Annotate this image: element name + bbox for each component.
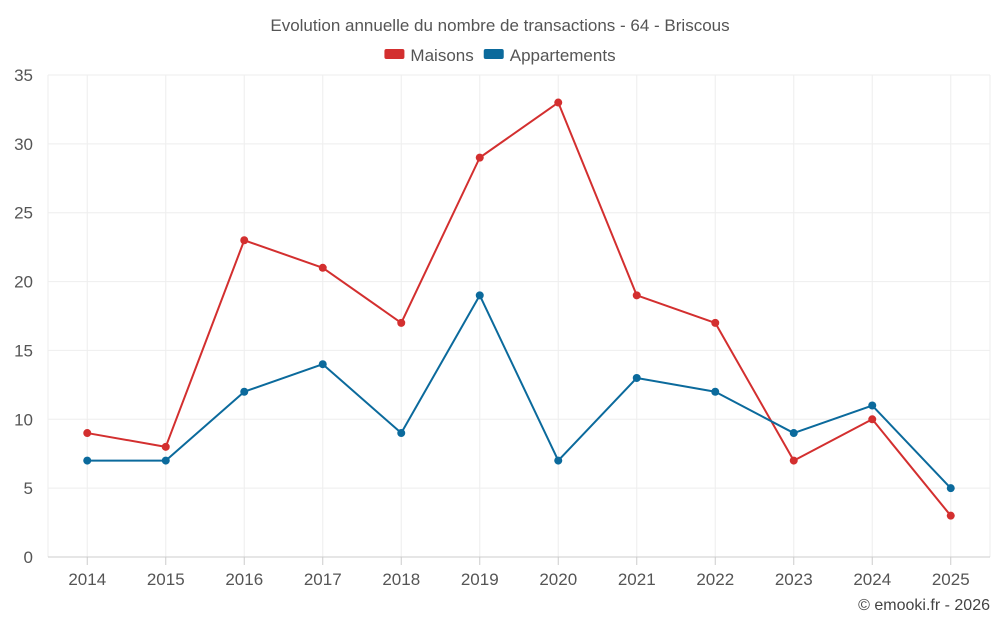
y-tick-label: 35 (14, 66, 33, 85)
y-tick-label: 25 (14, 204, 33, 223)
legend-swatch (384, 49, 405, 59)
x-axis: 2014 2015 2016 2017 2018 2019 2020 2021 2022 2023… (48, 556, 990, 589)
series-layer (83, 98, 955, 520)
data-point-maisons[interactable] (711, 318, 720, 327)
data-point-maisons[interactable] (946, 511, 955, 520)
data-point-appartements[interactable] (711, 387, 720, 396)
series-line-maisons[interactable] (87, 101, 952, 517)
data-point-maisons[interactable] (83, 429, 92, 438)
y-tick-label: 15 (14, 341, 33, 360)
legend-swatch (483, 49, 504, 59)
y-tick-label: 10 (14, 410, 33, 429)
x-tick-label: 2015 (147, 570, 185, 589)
x-tick-label: 2025 (932, 570, 970, 589)
grid-lines (47, 74, 991, 557)
data-point-appartements[interactable] (318, 360, 327, 369)
data-point-maisons[interactable] (789, 456, 798, 465)
data-point-appartements[interactable] (789, 429, 798, 438)
y-tick-label: 0 (24, 548, 33, 567)
chart-title: Evolution annuelle du nombre de transact… (270, 16, 729, 35)
y-tick-label: 5 (24, 479, 33, 498)
x-tick-label: 2024 (853, 570, 891, 589)
x-tick-label: 2019 (461, 570, 499, 589)
y-tick-label: 20 (14, 273, 33, 292)
x-tick-label: 2020 (539, 570, 577, 589)
x-tick-label: 2022 (696, 570, 734, 589)
x-tick-label: 2018 (382, 570, 420, 589)
x-tick-label: 2017 (304, 570, 342, 589)
y-tick-label: 30 (14, 135, 33, 154)
data-point-maisons[interactable] (397, 318, 406, 327)
data-point-maisons[interactable] (161, 442, 170, 451)
legend-label: Maisons (410, 46, 473, 65)
data-point-appartements[interactable] (475, 291, 484, 300)
data-point-maisons[interactable] (632, 291, 641, 300)
legend-label: Appartements (510, 46, 616, 65)
data-point-maisons[interactable] (318, 263, 327, 272)
legend-item-maisons[interactable]: Maisons (384, 46, 474, 65)
data-point-appartements[interactable] (868, 401, 877, 410)
legend-item-appartements[interactable]: Appartements (483, 46, 616, 65)
data-point-appartements[interactable] (946, 484, 955, 493)
x-tick-label: 2014 (68, 570, 106, 589)
x-tick-label: 2021 (618, 570, 656, 589)
data-point-appartements[interactable] (240, 387, 249, 396)
copyright-credit: © emooki.fr - 2026 (858, 597, 990, 614)
data-point-appartements[interactable] (83, 456, 92, 465)
y-axis: 0 5 10 15 20 25 30 35 (14, 66, 33, 567)
data-point-maisons[interactable] (475, 153, 484, 162)
data-point-maisons[interactable] (240, 236, 249, 245)
legend[interactable]: Maisons Appartements (384, 46, 616, 65)
x-tick-label: 2023 (775, 570, 813, 589)
data-point-appartements[interactable] (554, 456, 563, 465)
x-tick-label: 2016 (225, 570, 263, 589)
data-point-maisons[interactable] (554, 98, 563, 107)
data-point-appartements[interactable] (632, 373, 641, 382)
data-point-appartements[interactable] (397, 429, 406, 438)
data-point-maisons[interactable] (868, 415, 877, 424)
series-line-appartements[interactable] (87, 294, 952, 489)
data-point-appartements[interactable] (161, 456, 170, 465)
